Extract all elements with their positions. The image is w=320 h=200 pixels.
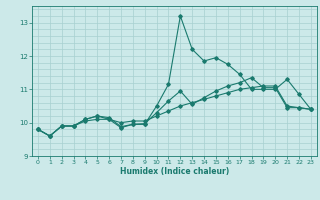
X-axis label: Humidex (Indice chaleur): Humidex (Indice chaleur)	[120, 167, 229, 176]
